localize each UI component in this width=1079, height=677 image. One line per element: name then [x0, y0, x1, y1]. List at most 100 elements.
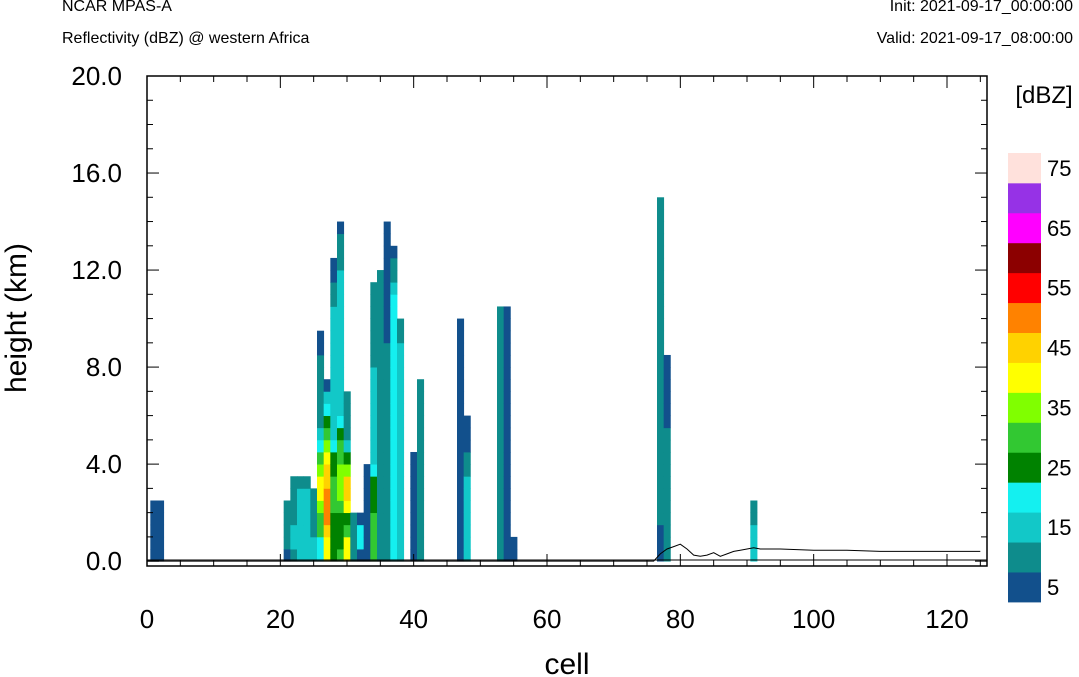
reflectivity-cell — [343, 500, 351, 514]
reflectivity-cell — [383, 512, 391, 526]
plot-frame — [146, 75, 988, 567]
reflectivity-cell — [390, 403, 398, 417]
reflectivity-cell — [317, 476, 325, 489]
reflectivity-cell — [317, 391, 325, 404]
reflectivity-cell — [323, 391, 331, 404]
reflectivity-cell — [463, 464, 471, 477]
colorbar-tick-label: 55 — [1047, 276, 1071, 301]
reflectivity-cell — [457, 536, 465, 550]
reflectivity-cell — [323, 512, 331, 526]
reflectivity-cell — [317, 451, 325, 465]
colorbar-tick-label: 45 — [1047, 336, 1071, 361]
reflectivity-cell — [663, 536, 671, 550]
reflectivity-cell — [417, 464, 425, 477]
reflectivity-cell — [157, 549, 165, 562]
reflectivity-cell — [317, 488, 325, 501]
reflectivity-cell — [310, 488, 318, 501]
reflectivity-cell — [663, 488, 671, 501]
reflectivity-cell — [317, 330, 325, 344]
reflectivity-cell — [330, 318, 338, 332]
reflectivity-cell — [397, 512, 405, 526]
reflectivity-cell — [290, 512, 298, 526]
reflectivity-cell — [370, 330, 378, 344]
reflectivity-cell — [390, 536, 398, 550]
reflectivity-cell — [157, 536, 165, 550]
x-tick-label: 100 — [792, 604, 835, 634]
reflectivity-cell — [290, 476, 298, 489]
reflectivity-cell — [663, 476, 671, 489]
reflectivity-cell — [323, 439, 331, 453]
colorbar-swatch — [1008, 182, 1041, 214]
reflectivity-cell — [343, 439, 351, 453]
reflectivity-cell — [330, 367, 338, 380]
reflectivity-cell — [657, 488, 665, 501]
colorbar-swatch — [1008, 212, 1041, 244]
reflectivity-cell — [337, 318, 345, 332]
reflectivity-cell — [417, 512, 425, 526]
reflectivity-cell — [377, 512, 385, 526]
reflectivity-cell — [337, 476, 345, 489]
reflectivity-cell — [337, 294, 345, 307]
reflectivity-cell — [397, 318, 405, 332]
reflectivity-cell — [377, 451, 385, 465]
reflectivity-cell — [323, 524, 331, 538]
reflectivity-cell — [657, 512, 665, 526]
reflectivity-cell — [337, 439, 345, 453]
reflectivity-cell — [663, 427, 671, 441]
reflectivity-cell — [463, 500, 471, 514]
reflectivity-cell — [377, 354, 385, 368]
reflectivity-cell — [503, 536, 511, 550]
reflectivity-cell — [410, 451, 418, 465]
reflectivity-cell — [397, 439, 405, 453]
reflectivity-cell — [397, 403, 405, 417]
reflectivity-cell — [337, 451, 345, 465]
reflectivity-cells — [150, 197, 758, 562]
reflectivity-cell — [383, 379, 391, 392]
reflectivity-cell — [663, 451, 671, 465]
reflectivity-cell — [377, 439, 385, 453]
reflectivity-cell — [357, 536, 365, 550]
reflectivity-cell — [397, 391, 405, 404]
reflectivity-cell — [330, 549, 338, 562]
reflectivity-cell — [370, 354, 378, 368]
x-tick-label: 20 — [266, 604, 295, 634]
reflectivity-cell — [663, 354, 671, 368]
reflectivity-cell — [390, 306, 398, 319]
reflectivity-cell — [350, 512, 358, 526]
reflectivity-cell — [377, 330, 385, 344]
reflectivity-cell — [343, 536, 351, 550]
reflectivity-cell — [383, 306, 391, 319]
reflectivity-cell — [657, 245, 665, 259]
colorbar-swatch — [1008, 572, 1041, 603]
reflectivity-cell — [390, 367, 398, 380]
reflectivity-cell — [377, 318, 385, 332]
colorbar-swatch — [1008, 302, 1041, 333]
reflectivity-cell — [497, 342, 505, 356]
reflectivity-cell — [503, 488, 511, 501]
reflectivity-cell — [383, 536, 391, 550]
reflectivity-cell — [657, 464, 665, 477]
reflectivity-cell — [337, 549, 345, 562]
reflectivity-cell — [657, 233, 665, 247]
reflectivity-cell — [383, 549, 391, 562]
reflectivity-cell — [310, 549, 318, 562]
reflectivity-cell — [377, 391, 385, 404]
reflectivity-cell — [297, 536, 305, 550]
reflectivity-cell — [383, 464, 391, 477]
reflectivity-cell — [457, 488, 465, 501]
reflectivity-cell — [330, 391, 338, 404]
reflectivity-cell — [457, 354, 465, 368]
reflectivity-cell — [383, 318, 391, 332]
reflectivity-cell — [330, 342, 338, 356]
reflectivity-cell — [463, 451, 471, 465]
reflectivity-cell — [510, 536, 518, 550]
reflectivity-cell — [337, 245, 345, 259]
reflectivity-cell — [290, 488, 298, 501]
reflectivity-cell — [657, 318, 665, 332]
reflectivity-cell — [370, 439, 378, 453]
reflectivity-cell — [337, 403, 345, 417]
reflectivity-cell — [317, 524, 325, 538]
reflectivity-cell — [330, 415, 338, 429]
reflectivity-cell — [390, 257, 398, 271]
